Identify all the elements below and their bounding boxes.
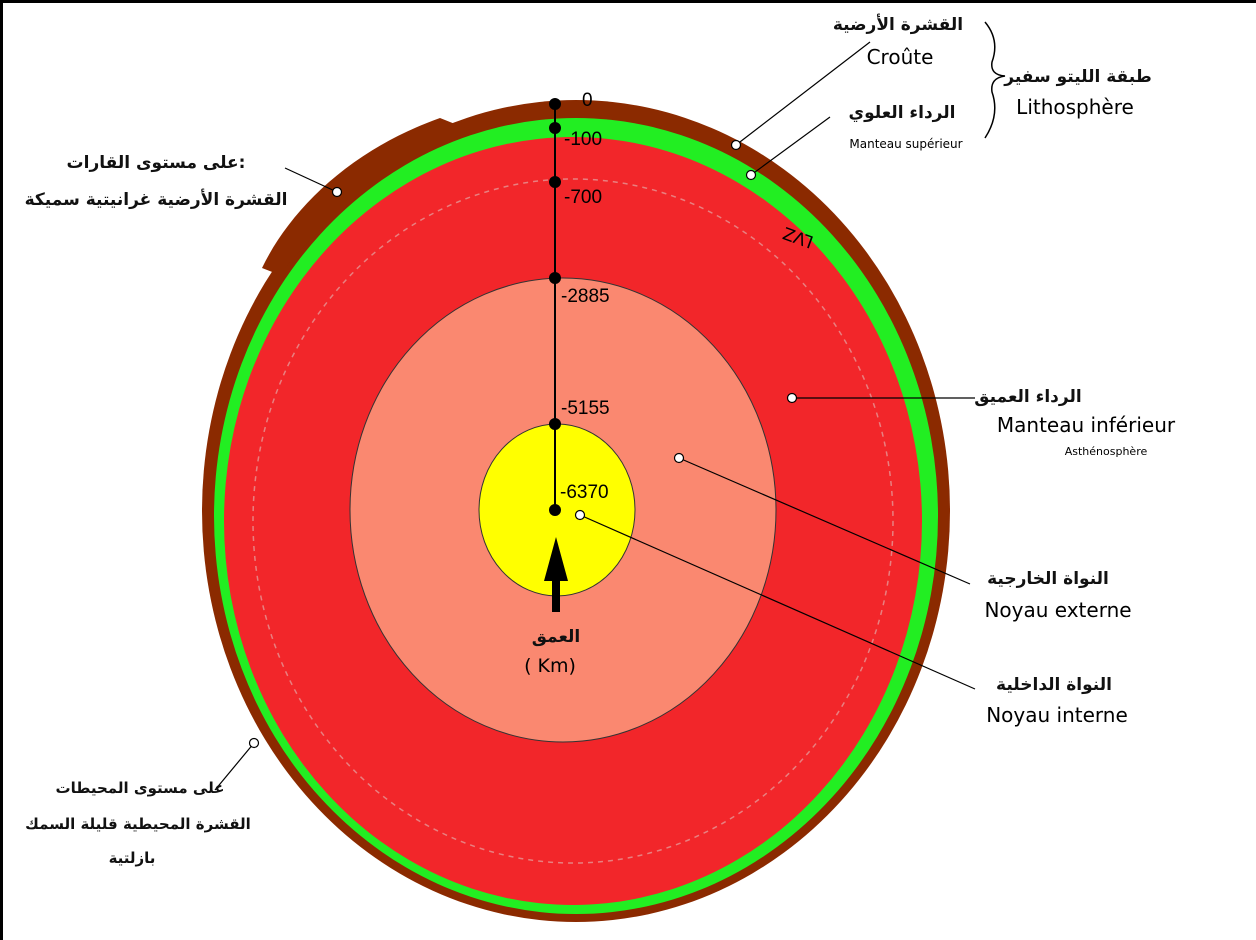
upper-mantle-label-ar: الرداء العلوي xyxy=(849,103,956,123)
upper-mantle-label-fr: Manteau supérieur xyxy=(849,137,962,151)
continent-label-ar-1: على مستوى القارات: xyxy=(67,153,246,173)
lvz-dashed-boundary xyxy=(252,178,894,864)
depth-label-0: 0 xyxy=(582,90,593,111)
ocean-label-ar-2: القشرة المحيطية قليلة السمك xyxy=(25,815,251,833)
lithosphere-bracket xyxy=(984,21,1006,139)
inner-core-label-ar: النواة الداخلية xyxy=(996,675,1112,695)
depth-marker-5155 xyxy=(549,418,561,430)
depth-label-6370: -6370 xyxy=(560,482,609,503)
ocean-label-ar-3: بازلتية xyxy=(109,849,156,867)
depth-label-700: -700 xyxy=(564,187,602,208)
lithosphere-label-ar: طبقة الليتو سفير xyxy=(1003,67,1152,87)
depth-marker-700 xyxy=(549,176,561,188)
depth-axis-arabic: العمق xyxy=(532,627,581,647)
lithosphere-label-fr: Lithosphère xyxy=(1016,95,1134,119)
pointer-dots xyxy=(248,139,798,749)
depth-marker-6370 xyxy=(549,504,561,516)
depth-marker-0 xyxy=(549,98,561,110)
outer-core-label-ar: النواة الخارجية xyxy=(987,569,1109,589)
depth-label-5155: -5155 xyxy=(561,398,610,419)
outer-core-label-fr: Noyau externe xyxy=(984,598,1131,622)
continental-crust-bulge xyxy=(262,118,470,275)
depth-arrow-icon xyxy=(544,537,568,612)
pointer-lines xyxy=(214,41,976,791)
depth-label-2885: -2885 xyxy=(561,286,610,307)
crust-label-ar: القشرة الأرضية xyxy=(833,14,963,35)
inner-core-label-fr: Noyau interne xyxy=(986,703,1128,727)
depth-label-100: -100 xyxy=(564,129,602,150)
crust-label-fr: Croûte xyxy=(867,45,934,69)
depth-axis-unit: ( Km) xyxy=(524,655,576,677)
lower-mantle-label-fr: Manteau inférieur xyxy=(997,413,1176,437)
depth-marker-100 xyxy=(549,122,561,134)
ocean-label-ar-1: على مستوى المحيطات xyxy=(56,779,225,797)
depth-marker-2885 xyxy=(549,272,561,284)
asthenosphere-label-fr: Asthénosphère xyxy=(1065,445,1148,458)
lower-mantle-label-ar: الرداء العميق xyxy=(974,387,1081,407)
continent-label-ar-2: القشرة الأرضية غرانيتية سميكة xyxy=(25,189,288,210)
